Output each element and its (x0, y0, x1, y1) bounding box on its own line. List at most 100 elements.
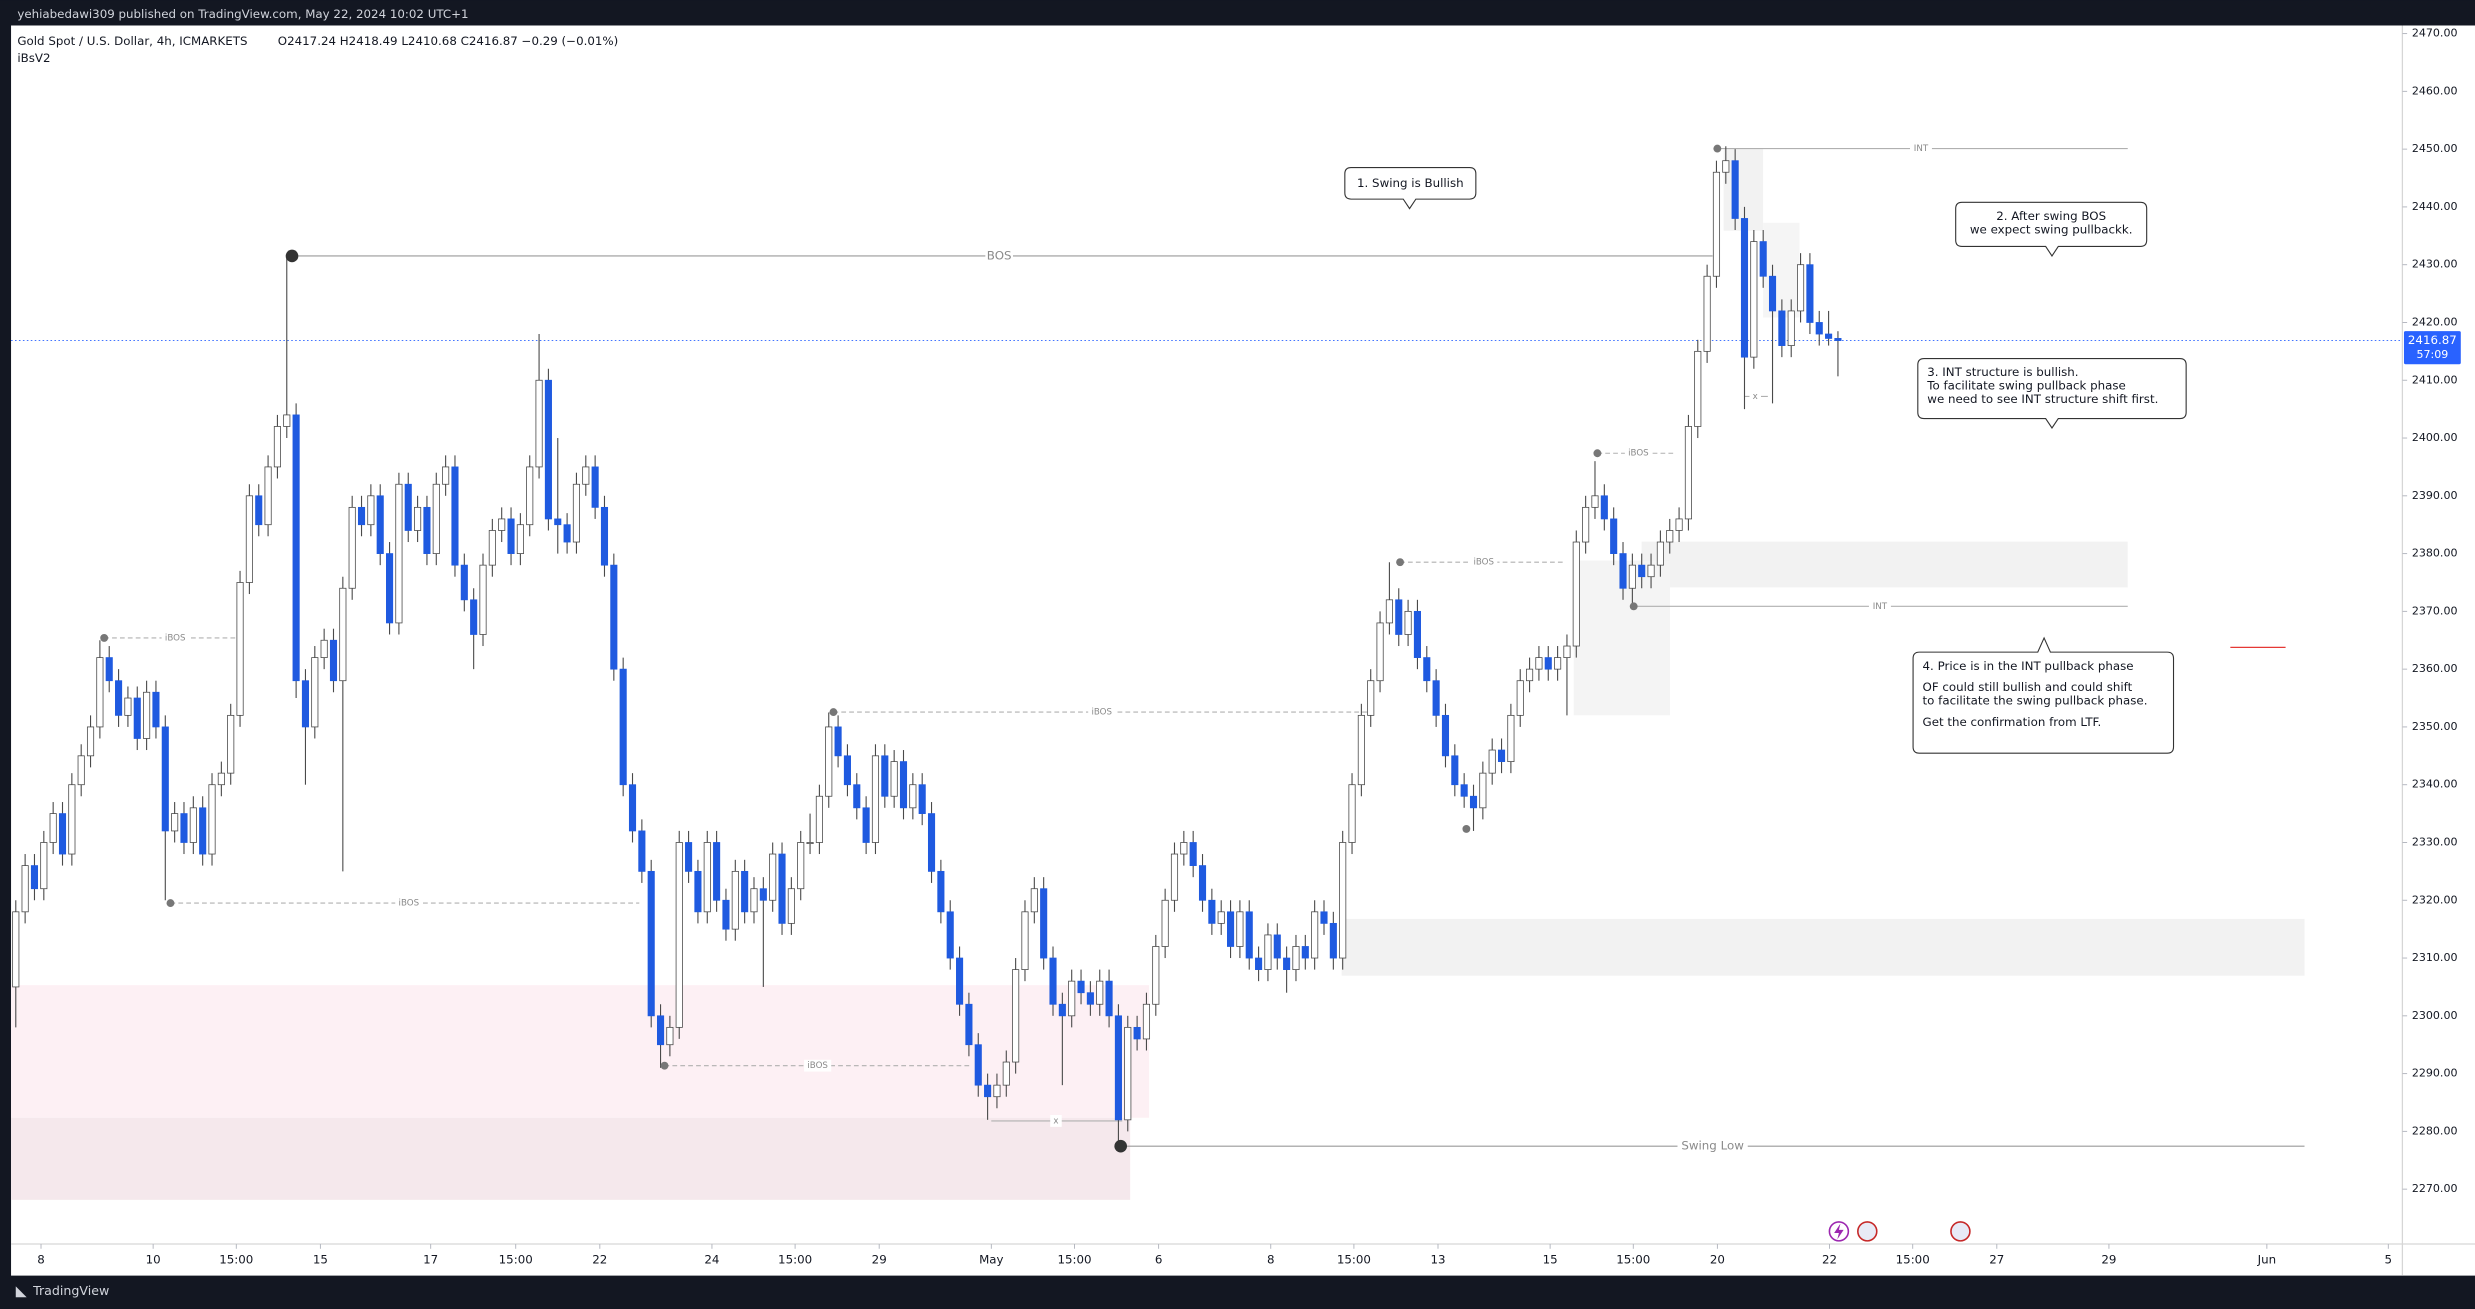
x-tick-label: 10 (146, 1252, 161, 1266)
y-tick-label: 2340.00 (2412, 778, 2458, 791)
candle-body (750, 888, 758, 913)
structure-label: Swing Low (1681, 1139, 1744, 1153)
events (1828, 1221, 1971, 1242)
candle-body (1255, 957, 1263, 970)
candle-body (993, 1084, 1001, 1098)
candle-body (1236, 911, 1244, 947)
candle-body (1628, 564, 1636, 589)
candle-body (554, 518, 562, 526)
annotation-text: to facilitate the swing pullback phase. (1923, 694, 2148, 708)
y-tick-label: 2270.00 (2412, 1182, 2458, 1195)
candle-body (1217, 911, 1225, 924)
candle-body (105, 657, 113, 682)
candle-body (1722, 160, 1730, 173)
y-tick-label: 2330.00 (2412, 835, 2458, 848)
candle-body (357, 506, 366, 526)
x-tick-label: 24 (704, 1252, 719, 1266)
y-tick-label: 2390.00 (2412, 489, 2458, 502)
zone (11, 1117, 1131, 1200)
candle-body (236, 582, 244, 716)
candle-body (86, 726, 95, 757)
candle-body (769, 853, 777, 901)
x-tick-label: 29 (2101, 1252, 2116, 1266)
candle-body (731, 870, 739, 930)
x-tick-label: 5 (2385, 1252, 2393, 1266)
candle-body (1124, 1026, 1132, 1121)
candle-body (273, 426, 281, 468)
candle-body (656, 1015, 665, 1046)
label-bg (1624, 447, 1652, 460)
candle-body (1572, 541, 1580, 647)
candle-body (1619, 553, 1627, 589)
candle-body (862, 807, 870, 843)
candle-body (937, 870, 945, 913)
x-tick-label: 15 (313, 1252, 328, 1266)
candle-body (1264, 934, 1272, 970)
candle-body (1825, 333, 1833, 339)
zone (1763, 222, 1800, 318)
candle-body (40, 842, 48, 890)
label-bg (1050, 1115, 1062, 1127)
event-icon[interactable] (1950, 1221, 1971, 1242)
candle-body (984, 1084, 992, 1098)
pivot-dot (1593, 449, 1602, 458)
candle-body (1451, 755, 1459, 786)
candle-body (909, 784, 917, 809)
candle-body (460, 564, 468, 601)
candles (12, 146, 1842, 1147)
candle-body (890, 761, 898, 797)
candle-body (77, 755, 85, 786)
candle-body (516, 524, 524, 554)
structure-label: iBOS (1473, 558, 1494, 568)
candle-body (563, 524, 571, 543)
candle-body (899, 761, 908, 809)
candle-body (582, 466, 590, 485)
candle-body (1339, 842, 1347, 959)
pivot-dot (1629, 602, 1638, 611)
y-tick-label: 2380.00 (2412, 547, 2458, 560)
candle-body (1787, 310, 1795, 346)
candle-body (1834, 338, 1842, 341)
candle-body (1320, 911, 1328, 924)
indicator: iBsV2 (17, 51, 50, 65)
candle-body (451, 466, 459, 566)
candle-body (797, 842, 805, 890)
candle-body (1815, 322, 1823, 335)
candle-body (1544, 657, 1552, 670)
candle-body (1563, 645, 1571, 658)
candle-body (722, 899, 730, 930)
brand: TradingView (32, 1283, 109, 1298)
event-icon[interactable] (1857, 1221, 1878, 1242)
candle-body (1376, 622, 1384, 682)
x-tick-label: 22 (1822, 1252, 1837, 1266)
candle-body (1806, 264, 1814, 323)
candle-body (1591, 495, 1599, 508)
y-tick-label: 2310.00 (2412, 951, 2458, 964)
y-tick-label: 2420.00 (2412, 315, 2458, 328)
candle-body (1582, 506, 1590, 543)
candle-body (535, 379, 543, 468)
candle-body (470, 599, 478, 635)
candle-body (161, 726, 169, 832)
label-bg (1909, 142, 1932, 155)
y-tick-label: 2300.00 (2412, 1009, 2458, 1022)
x-tick-label: 15:00 (1057, 1252, 1091, 1266)
candle-body (1797, 264, 1805, 312)
candle-body (1638, 564, 1646, 578)
label-bg (1088, 706, 1116, 719)
x-tick-label: 15:00 (778, 1252, 812, 1266)
candle-body (68, 784, 76, 855)
candle-body (853, 784, 861, 809)
candle-body (488, 530, 496, 566)
candle-body (1227, 911, 1235, 947)
candle-body (1012, 969, 1020, 1063)
candle-body (1516, 680, 1524, 716)
x-tick-label: 15 (1543, 1252, 1558, 1266)
candle-body (1292, 946, 1300, 970)
annotation-text: we expect swing pullbackk. (1970, 222, 2133, 236)
candle-body (741, 870, 749, 913)
candle-body (479, 564, 487, 635)
x-tick-label: 15:00 (219, 1252, 253, 1266)
zone (1641, 541, 2128, 588)
candle-body (628, 784, 637, 832)
